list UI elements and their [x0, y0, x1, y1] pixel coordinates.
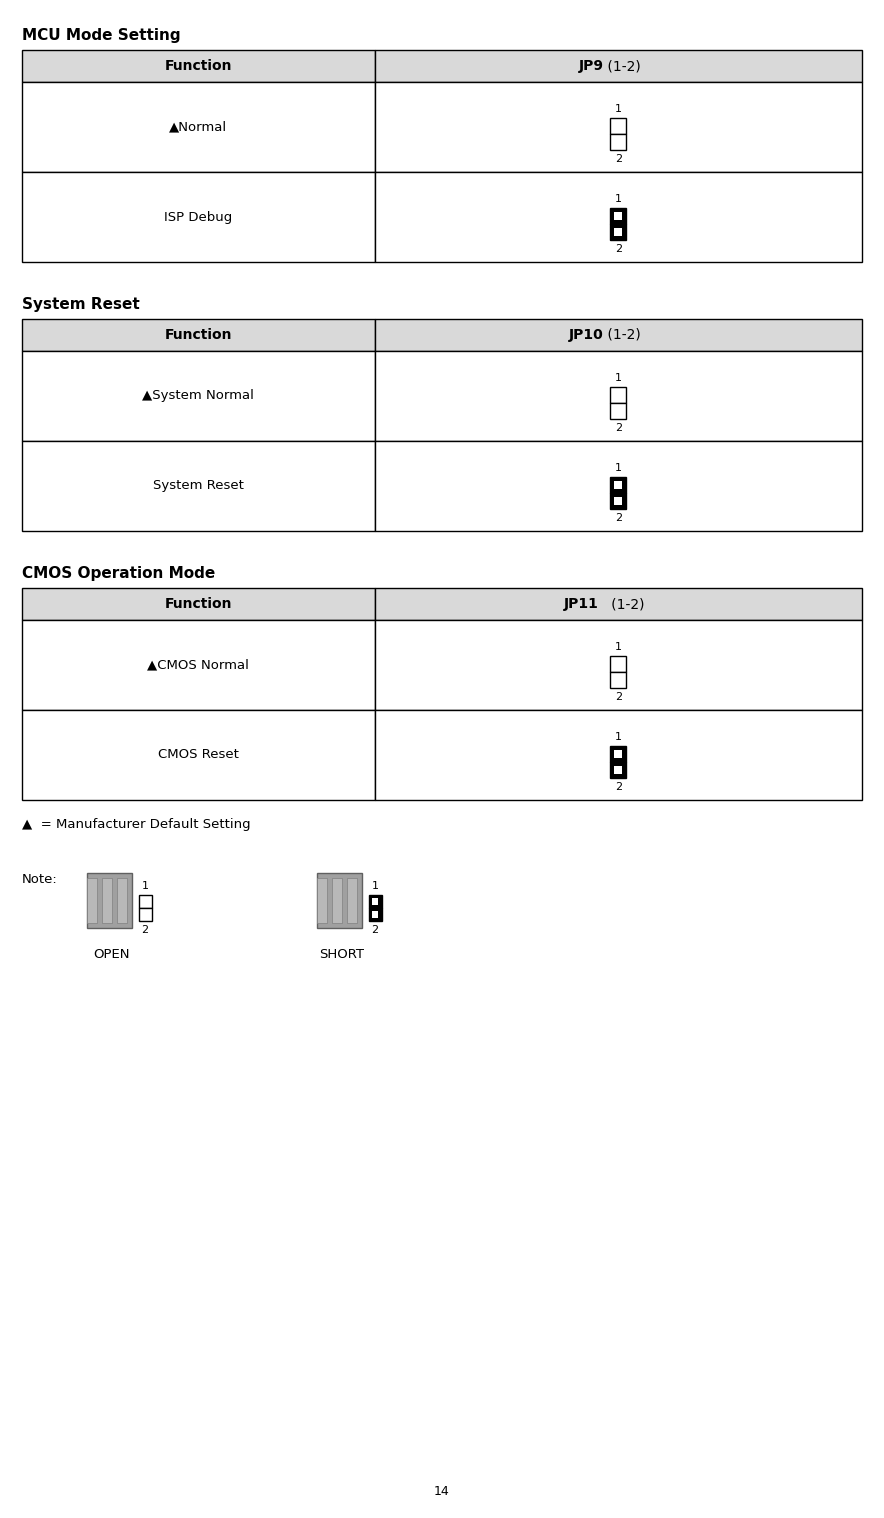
- Bar: [610, 402, 627, 419]
- Bar: [614, 213, 622, 220]
- Text: 14: 14: [434, 1485, 450, 1498]
- Text: Function: Function: [164, 597, 232, 612]
- Bar: [614, 750, 622, 757]
- Bar: [22, 587, 375, 619]
- Bar: [375, 351, 862, 442]
- Text: Note:: Note:: [22, 873, 57, 887]
- Bar: [369, 896, 382, 908]
- Bar: [610, 477, 627, 493]
- Text: JP10: JP10: [568, 328, 604, 342]
- Text: CMOS Operation Mode: CMOS Operation Mode: [22, 566, 215, 581]
- Text: SHORT: SHORT: [319, 949, 364, 961]
- Text: 2: 2: [615, 244, 622, 254]
- Text: 1: 1: [615, 194, 622, 203]
- Bar: [614, 767, 622, 774]
- Bar: [22, 50, 375, 82]
- Bar: [610, 493, 627, 509]
- Bar: [375, 710, 862, 800]
- Bar: [22, 319, 375, 351]
- Text: 2: 2: [615, 153, 622, 164]
- Text: System Reset: System Reset: [22, 298, 140, 313]
- Bar: [22, 172, 375, 263]
- Bar: [375, 442, 862, 531]
- Bar: [614, 481, 622, 489]
- Bar: [372, 911, 378, 918]
- Bar: [610, 745, 627, 762]
- Bar: [117, 877, 127, 923]
- Bar: [610, 208, 627, 225]
- Bar: [614, 228, 622, 235]
- Text: (1-2): (1-2): [598, 597, 645, 612]
- Bar: [369, 908, 382, 921]
- Text: 2: 2: [371, 924, 378, 935]
- Bar: [610, 225, 627, 240]
- Bar: [332, 877, 342, 923]
- Text: Function: Function: [164, 328, 232, 342]
- Bar: [22, 442, 375, 531]
- Bar: [22, 619, 375, 710]
- Text: 1: 1: [141, 880, 149, 891]
- Text: ▲Normal: ▲Normal: [170, 120, 227, 134]
- Bar: [87, 877, 97, 923]
- Bar: [375, 172, 862, 263]
- Text: 1: 1: [615, 105, 622, 114]
- Bar: [610, 762, 627, 779]
- Bar: [610, 118, 627, 134]
- Text: Function: Function: [164, 59, 232, 73]
- Text: (1-2): (1-2): [604, 328, 641, 342]
- Bar: [87, 873, 132, 927]
- Bar: [375, 619, 862, 710]
- Text: 1: 1: [615, 732, 622, 742]
- Bar: [139, 908, 151, 921]
- Bar: [22, 351, 375, 442]
- Bar: [610, 134, 627, 150]
- Text: ▲CMOS Normal: ▲CMOS Normal: [148, 659, 249, 671]
- Bar: [375, 319, 862, 351]
- Text: ▲  = Manufacturer Default Setting: ▲ = Manufacturer Default Setting: [22, 818, 251, 830]
- Bar: [317, 877, 327, 923]
- Text: 2: 2: [615, 692, 622, 701]
- Text: 1: 1: [615, 463, 622, 474]
- Text: System Reset: System Reset: [153, 480, 244, 492]
- Text: CMOS Reset: CMOS Reset: [158, 748, 239, 762]
- Text: JP9: JP9: [578, 59, 604, 73]
- Bar: [22, 710, 375, 800]
- Text: (1-2): (1-2): [604, 59, 641, 73]
- Bar: [375, 50, 862, 82]
- Text: JP11: JP11: [563, 597, 598, 612]
- Text: 2: 2: [615, 513, 622, 524]
- Bar: [372, 899, 378, 905]
- Bar: [375, 82, 862, 172]
- Bar: [610, 672, 627, 688]
- Text: 1: 1: [371, 880, 378, 891]
- Text: 1: 1: [615, 642, 622, 653]
- Bar: [347, 877, 357, 923]
- Bar: [139, 896, 151, 908]
- Bar: [375, 587, 862, 619]
- Bar: [317, 873, 362, 927]
- Bar: [614, 496, 622, 505]
- Bar: [102, 877, 112, 923]
- Text: 2: 2: [615, 782, 622, 792]
- Text: ISP Debug: ISP Debug: [164, 211, 232, 223]
- Bar: [22, 82, 375, 172]
- Bar: [610, 656, 627, 672]
- Text: 2: 2: [141, 924, 149, 935]
- Bar: [610, 387, 627, 402]
- Text: 2: 2: [615, 424, 622, 433]
- Text: 1: 1: [615, 373, 622, 383]
- Text: MCU Mode Setting: MCU Mode Setting: [22, 27, 180, 43]
- Text: ▲System Normal: ▲System Normal: [142, 390, 255, 402]
- Text: OPEN: OPEN: [94, 949, 130, 961]
